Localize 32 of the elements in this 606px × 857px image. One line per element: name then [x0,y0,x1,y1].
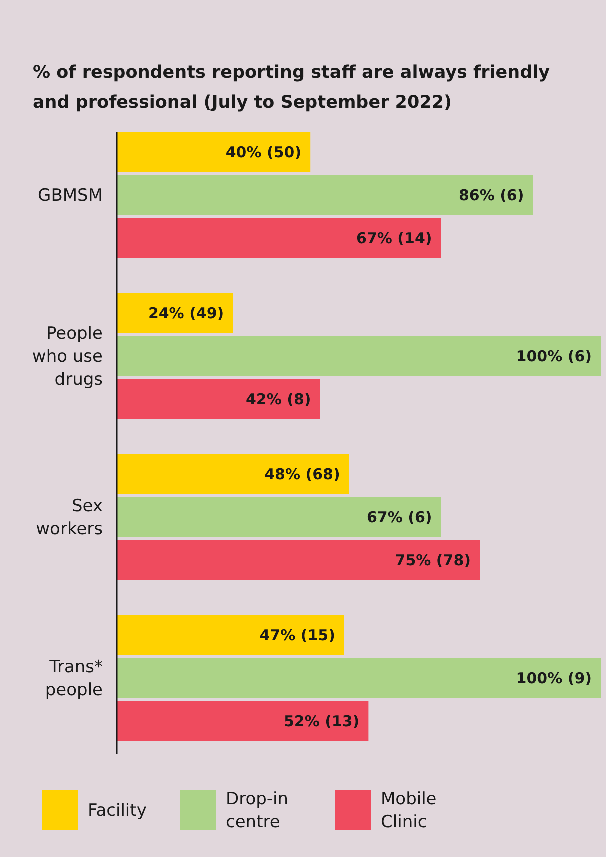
bar [117,615,344,655]
data-label: 67% (14) [356,229,432,248]
data-label: 100% (6) [516,347,592,366]
legend-label: Drop-in centre [226,789,289,832]
data-label: 48% (68) [264,465,340,484]
data-label: 52% (13) [284,712,360,730]
y-tick-label: GBMSM [38,186,103,206]
bar [117,293,234,333]
bar [117,132,311,172]
bar [117,454,350,494]
bar [117,701,369,741]
y-tick-label: People who use drugs [32,324,104,390]
bar [117,497,442,537]
data-label: 86% (6) [458,186,524,204]
bar [117,336,601,376]
data-label: 47% (15) [260,626,336,644]
data-label: 100% (9) [516,669,592,688]
data-label: 75% (78) [395,551,471,570]
data-label: 40% (50) [226,143,302,162]
legend-label: Facility [88,800,147,821]
legend-label: Mobile Clinic [381,789,437,832]
data-label: 67% (6) [367,508,432,526]
bar [117,175,534,215]
data-label: 24% (49) [148,304,224,322]
bar [117,218,442,258]
bar [117,540,480,580]
y-tick-label: Trans* people [45,657,103,700]
bar [117,379,320,419]
y-tick-label: Sex workers [36,496,104,540]
chart-title: % of respondents reporting staff are always friendly and professional (July to September 2022) [33,63,551,113]
data-label: 42% (8) [246,390,312,408]
bar [117,658,601,698]
